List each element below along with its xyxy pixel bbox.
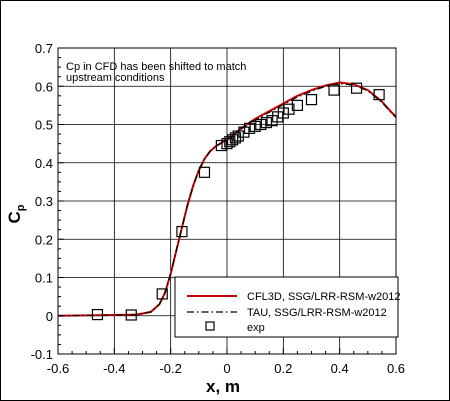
data-point-exp — [91, 309, 104, 321]
x-tick-label: -0.4 — [103, 361, 125, 376]
y-tick-label: 0.5 — [35, 118, 53, 133]
data-point-exp — [156, 288, 168, 300]
data-point-exp — [176, 226, 188, 238]
data-point-exp — [125, 309, 137, 321]
x-axis-title: x, m — [206, 377, 240, 396]
data-point-exp — [229, 132, 242, 144]
y-tick-label: 0.3 — [35, 194, 53, 209]
legend-label-tau: TAU, SSG/LRR-RSM-w2012 — [247, 307, 387, 319]
data-point-exp — [227, 134, 239, 146]
series-line-tau — [58, 82, 396, 317]
y-tick-label: 0.6 — [35, 79, 53, 94]
x-tick-label: 0 — [223, 361, 230, 376]
data-point-exp — [255, 118, 267, 131]
y-tick-label: 0.4 — [35, 156, 53, 171]
legend-box — [174, 276, 399, 338]
legend-label-cfl3d: CFL3D, SSG/LRR-RSM-w2012 — [247, 291, 400, 303]
data-point-exp — [272, 111, 284, 123]
data-point-exp — [291, 99, 304, 111]
legend: CFL3D, SSG/LRR-RSM-w2012 TAU, SSG/LRR-RS… — [174, 276, 400, 338]
x-tick-label: 0.4 — [331, 361, 349, 376]
y-axis-title-letter: C — [5, 211, 24, 223]
data-point-exp — [277, 107, 289, 119]
x-tick-labels: -0.6 -0.4 -0.2 0 0.2 0.4 0.6 — [47, 361, 405, 376]
legend-entry-cfl3d: CFL3D, SSG/LRR-RSM-w2012 — [187, 291, 400, 303]
y-tick-label: 0.1 — [35, 271, 53, 286]
y-tick-labels: -0.1 0 0.1 0.2 0.3 0.4 0.5 0.6 0.7 — [31, 41, 53, 362]
y-tick-label: 0.2 — [35, 232, 53, 247]
data-point-exp — [221, 138, 233, 150]
data-point-exp — [266, 115, 278, 127]
legend-entry-exp: exp — [205, 321, 265, 334]
data-point-exp — [243, 122, 256, 134]
legend-label-exp: exp — [247, 322, 265, 334]
data-point-exp — [373, 89, 385, 101]
data-point-exp — [238, 126, 250, 138]
legend-entry-tau: TAU, SSG/LRR-RSM-w2012 — [187, 307, 387, 319]
legend-marker-exp — [205, 321, 215, 331]
annotation-line-1: Cp in CFD has been shifted to match — [66, 61, 246, 73]
y-axis-title-main: Cp — [5, 204, 27, 223]
data-point-exp — [328, 84, 340, 96]
y-axis-title: Cp — [5, 204, 27, 223]
annotation-line-2: upstream conditions — [66, 72, 165, 84]
x-tick-label: -0.2 — [159, 361, 181, 376]
x-tick-label: -0.6 — [47, 361, 69, 376]
data-point-exp — [305, 94, 318, 106]
data-point-exp — [215, 139, 227, 152]
y-tick-label: -0.1 — [31, 347, 53, 362]
y-tick-label: 0 — [46, 309, 53, 324]
y-tick-label: 0.7 — [35, 41, 53, 56]
data-point-exp — [260, 116, 273, 129]
data-point-exp — [224, 136, 236, 148]
x-tick-label: 0.6 — [387, 361, 405, 376]
data-point-exp — [232, 130, 244, 142]
data-point-exp — [198, 166, 211, 178]
data-point-exp — [283, 103, 295, 115]
plot-border — [57, 47, 397, 355]
y-axis-title-subscript: p — [15, 204, 27, 211]
data-point-exp — [350, 82, 363, 94]
x-tick-label: 0.2 — [274, 361, 292, 376]
series-layer — [58, 81, 396, 321]
data-point-exp — [249, 120, 261, 133]
